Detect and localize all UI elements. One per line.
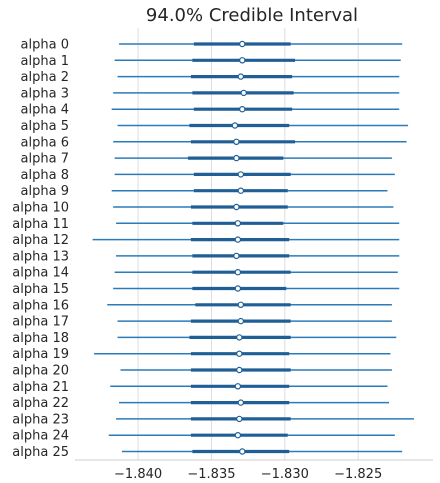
row-label: alpha 15 <box>12 282 69 297</box>
x-tick-labels: −1.840 −1.835 −1.830 −1.825 <box>114 467 382 482</box>
row-label: alpha 22 <box>12 396 69 411</box>
mean-point <box>239 40 246 48</box>
row-label: alpha 14 <box>12 266 69 281</box>
mean-point <box>233 154 240 162</box>
mean-point <box>236 350 243 357</box>
row-label: alpha 18 <box>12 331 69 346</box>
row-label: alpha 17 <box>12 315 69 330</box>
row-label: alpha 19 <box>12 347 69 362</box>
row-label: alpha 9 <box>21 184 69 199</box>
mean-point <box>237 301 244 308</box>
mean-point <box>239 105 246 113</box>
mean-point <box>236 366 243 374</box>
mean-point <box>236 415 243 423</box>
row-label: alpha 5 <box>21 119 69 134</box>
mean-point <box>236 334 243 341</box>
row-label: alpha 24 <box>12 429 69 444</box>
mean-point <box>234 220 242 227</box>
mean-point <box>237 317 244 325</box>
mean-point <box>240 89 247 97</box>
row-label: alpha 2 <box>21 70 69 85</box>
row-label: alpha 10 <box>12 201 69 216</box>
mean-point <box>239 57 246 64</box>
row-label: alpha 11 <box>12 217 69 232</box>
intervals <box>92 40 414 455</box>
mean-point <box>233 203 240 211</box>
mean-point <box>231 122 239 129</box>
mean-point <box>234 236 242 243</box>
row-label: alpha 16 <box>12 298 69 313</box>
x-tick-label: −1.830 <box>261 467 309 482</box>
mean-point <box>237 187 244 194</box>
row-label: alpha 20 <box>12 364 69 379</box>
mean-point <box>237 171 244 178</box>
mean-point <box>233 252 240 260</box>
x-tick-label: −1.840 <box>114 467 162 482</box>
x-tick-label: −1.825 <box>334 467 382 482</box>
mean-point <box>234 432 242 439</box>
mean-point <box>237 399 244 406</box>
row-label: alpha 1 <box>21 54 69 69</box>
mean-point <box>234 269 242 276</box>
x-tick-label: −1.835 <box>187 467 235 482</box>
mean-point <box>234 383 242 390</box>
row-label: alpha 23 <box>12 412 69 427</box>
row-label: alpha 21 <box>12 380 69 395</box>
gridlines <box>137 28 359 460</box>
row-label: alpha 13 <box>12 249 69 264</box>
row-label: alpha 25 <box>12 445 69 460</box>
row-label: alpha 4 <box>21 103 69 118</box>
chart-title: 94.0% Credible Interval <box>146 5 358 26</box>
row-label: alpha 12 <box>12 233 69 248</box>
row-label: alpha 3 <box>21 86 69 101</box>
row-label: alpha 8 <box>21 168 69 183</box>
row-label: alpha 6 <box>21 135 69 150</box>
row-label: alpha 0 <box>21 38 69 53</box>
mean-point <box>233 138 240 145</box>
mean-point <box>237 73 244 80</box>
mean-point <box>239 448 246 455</box>
row-label: alpha 7 <box>21 152 69 167</box>
mean-point <box>234 285 242 292</box>
